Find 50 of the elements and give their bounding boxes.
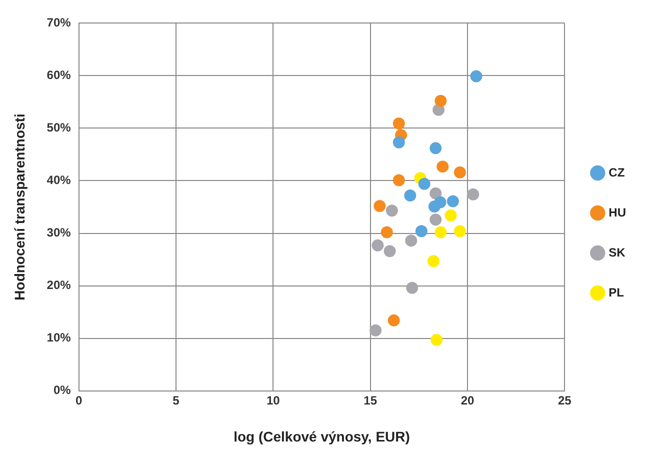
legend-label: CZ: [608, 165, 625, 180]
point: [444, 209, 457, 222]
point: [415, 225, 428, 238]
point: [404, 189, 416, 202]
y-axis-title: Hodnocení transparentnosti: [11, 114, 28, 300]
point: [434, 196, 446, 208]
point: [430, 214, 442, 226]
x-tick-label: 20: [460, 393, 474, 408]
point: [430, 142, 442, 154]
point: [380, 226, 393, 238]
point: [430, 187, 442, 200]
point: [427, 255, 440, 268]
point: [405, 234, 418, 247]
x-tick-label: 5: [172, 393, 180, 408]
y-tick-label: 20%: [46, 278, 72, 292]
point: [392, 174, 405, 186]
y-tick-label: 70%: [46, 16, 72, 30]
point: [434, 94, 447, 107]
point: [436, 160, 449, 173]
y-tick-label: 40%: [46, 173, 72, 188]
point: [454, 225, 466, 238]
point: [386, 204, 398, 217]
y-tick-label: 50%: [46, 120, 72, 135]
point: [388, 314, 400, 326]
y-tick-label: 10%: [46, 330, 72, 345]
point: [392, 136, 405, 148]
x-tick-label: 10: [266, 393, 280, 408]
x-tick-label: 25: [558, 393, 572, 408]
legend-label: HU: [608, 205, 626, 220]
point: [406, 282, 418, 294]
y-tick-label: 60%: [46, 68, 72, 82]
point: [370, 324, 382, 336]
y-tick-label: 0%: [53, 383, 72, 398]
point: [430, 334, 443, 346]
x-tick-label: 15: [364, 393, 378, 408]
point: [374, 200, 386, 212]
legend-label: SK: [608, 245, 626, 260]
point: [384, 245, 396, 258]
point: [454, 166, 466, 178]
x-tick-label: 0: [75, 393, 82, 408]
point: [372, 239, 384, 252]
x-axis-title: log (Celkové výnosy, EUR): [234, 428, 410, 444]
point: [470, 70, 482, 82]
point: [446, 195, 459, 208]
point: [434, 226, 447, 238]
point: [467, 188, 480, 200]
legend-label: PL: [608, 285, 624, 300]
point: [418, 178, 430, 190]
point: [392, 118, 405, 130]
y-tick-label: 30%: [46, 226, 72, 240]
